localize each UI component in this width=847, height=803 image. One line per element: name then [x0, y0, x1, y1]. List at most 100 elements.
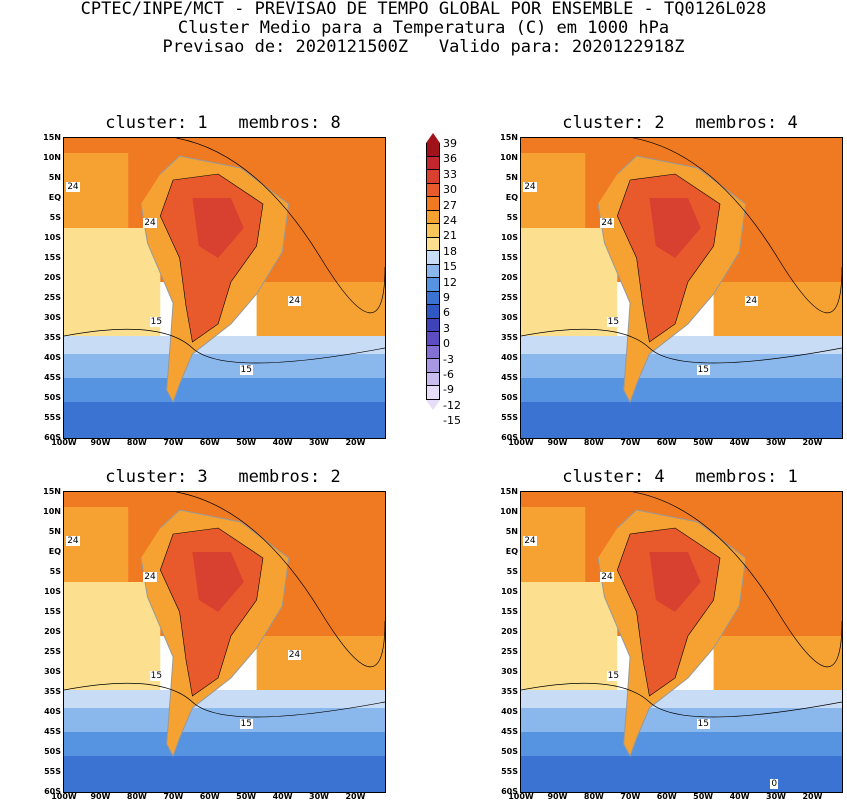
map-field [64, 138, 385, 438]
lat-tick-label: 35S [44, 687, 61, 696]
colorbar-level-label: -9 [443, 383, 454, 397]
lat-tick-label: 30S [44, 667, 61, 676]
lat-tick-label: 20S [501, 627, 518, 636]
panel-title-1: cluster: 1 membros: 8 [105, 113, 341, 133]
colorbar-level-label: 24 [443, 214, 457, 227]
lat-tick-label: 10N [43, 153, 61, 162]
colorbar-segment [426, 183, 440, 197]
lat-tick-label: 45S [44, 373, 61, 382]
lon-tick-label: 40W [729, 438, 750, 447]
lon-tick-label: 100W [508, 438, 534, 447]
colorbar-level-label: 6 [443, 306, 450, 320]
colorbar-segment [426, 237, 440, 251]
map-panel-4 [520, 491, 843, 793]
colorbar [426, 133, 440, 410]
lat-tick-label: 15N [43, 487, 61, 496]
lon-tick-label: 90W [90, 438, 111, 447]
colorbar-segment [426, 264, 440, 278]
colorbar-level-label: 39 [443, 137, 457, 150]
lat-tick-label: 50S [44, 747, 61, 756]
colorbar-level-label: -12 [443, 398, 461, 412]
lat-tick-label: 10N [500, 153, 518, 162]
colorbar-bottom-arrow [426, 399, 440, 410]
forecast-dates: Previsao de: 2020121500Z Valido para: 20… [162, 37, 685, 57]
lat-tick-label: 40S [44, 353, 61, 362]
colorbar-segment [426, 197, 440, 211]
lon-tick-label: 100W [508, 792, 534, 801]
colorbar-segment [426, 372, 440, 386]
lat-tick-label: 35S [501, 687, 518, 696]
colorbar-level-label: 12 [443, 275, 457, 289]
lat-tick-label: 40S [44, 707, 61, 716]
contour-label: 24 [600, 218, 614, 228]
lat-tick-label: 25S [44, 293, 61, 302]
map-field [521, 492, 842, 792]
contour-label: 15 [696, 365, 710, 375]
lat-tick-label: 5S [49, 213, 61, 222]
lon-tick-label: 40W [272, 792, 293, 801]
contour-label: 15 [239, 719, 253, 729]
map-panel-1 [63, 137, 386, 439]
lat-tick-label: 55S [501, 413, 518, 422]
contour-label: 15 [149, 671, 164, 681]
contour-label: 24 [600, 572, 614, 582]
lat-tick-label: 10N [43, 507, 61, 516]
colorbar-segment [426, 224, 440, 238]
lon-tick-label: 50W [236, 438, 257, 447]
colorbar-level-label: 36 [443, 152, 457, 166]
lon-tick-label: 40W [272, 438, 293, 447]
lon-tick-label: 80W [583, 792, 604, 801]
main-title: CPTEC/INPE/MCT - PREVISAO DE TEMPO GLOBA… [80, 0, 767, 19]
colorbar-level-label: 18 [443, 244, 457, 258]
map-field [64, 492, 385, 792]
colorbar-segment [426, 156, 440, 170]
lon-tick-label: 30W [766, 792, 787, 801]
lat-tick-label: 30S [44, 313, 61, 322]
panel-title-3: cluster: 3 membros: 2 [105, 467, 341, 487]
lat-tick-label: 45S [501, 373, 518, 382]
lat-tick-label: 5N [48, 173, 61, 182]
lon-tick-label: 20W [345, 792, 366, 801]
lon-tick-label: 70W [163, 792, 184, 801]
lon-tick-label: 80W [126, 792, 147, 801]
lon-tick-label: 30W [309, 792, 330, 801]
contour-label: 15 [606, 317, 621, 327]
colorbar-level-label: 0 [443, 337, 450, 351]
lon-tick-label: 60W [199, 792, 220, 801]
lon-tick-label: 70W [620, 792, 641, 801]
lon-tick-label: 100W [51, 792, 77, 801]
panel-title-2: cluster: 2 membros: 4 [562, 113, 798, 133]
lon-tick-label: 40W [729, 792, 750, 801]
colorbar-level-label: 33 [443, 167, 457, 181]
lat-tick-label: 15S [501, 607, 518, 616]
lon-tick-label: 70W [620, 438, 641, 447]
colorbar-segment [426, 251, 440, 265]
lon-tick-label: 70W [163, 438, 184, 447]
lat-tick-label: 55S [501, 767, 518, 776]
colorbar-level-label: 27 [443, 198, 457, 212]
lat-tick-label: 5S [506, 213, 518, 222]
colorbar-segment [426, 210, 440, 224]
lat-tick-label: 35S [44, 333, 61, 342]
map-panel-2 [520, 137, 843, 439]
colorbar-segment [426, 386, 440, 400]
lat-tick-label: 25S [44, 647, 61, 656]
colorbar-top-arrow [426, 133, 440, 143]
colorbar-segment [426, 332, 440, 346]
map-field [521, 138, 842, 438]
contour-label: 15 [239, 365, 253, 375]
lat-tick-label: 15S [44, 253, 61, 262]
lat-tick-label: 55S [44, 413, 61, 422]
contour-label: 24 [66, 182, 80, 192]
lat-tick-label: 40S [501, 353, 518, 362]
contour-label: 24 [66, 536, 80, 546]
colorbar-segment [426, 345, 440, 359]
lat-tick-label: EQ [505, 193, 518, 202]
contour-label: 15 [696, 719, 710, 729]
contour-label: 0 [770, 779, 779, 789]
colorbar-level-label: 15 [443, 260, 457, 274]
lon-tick-label: 100W [51, 438, 77, 447]
lon-tick-label: 60W [656, 438, 677, 447]
contour-label: 15 [149, 317, 164, 327]
lat-tick-label: 50S [501, 747, 518, 756]
